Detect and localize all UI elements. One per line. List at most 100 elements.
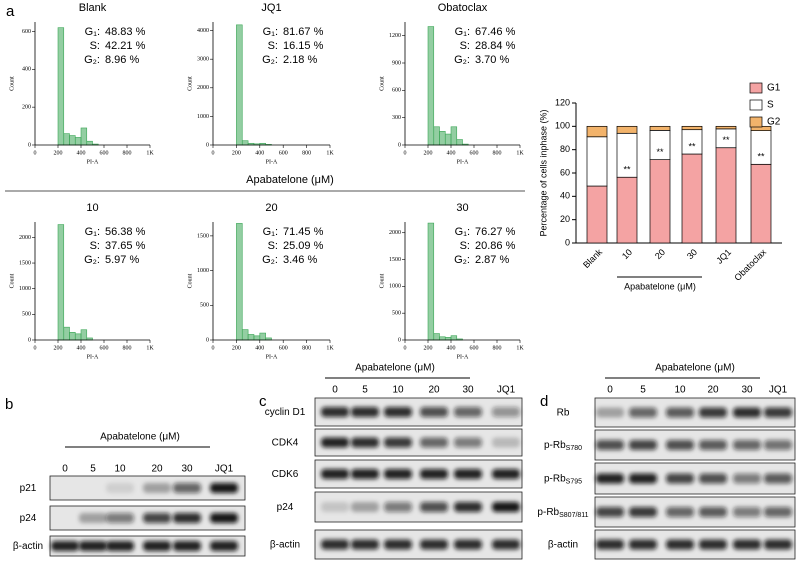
lane-label: 0 [332, 385, 338, 396]
blot-band [420, 437, 448, 448]
y-tick-label: 1500 [19, 260, 31, 266]
histogram-bar [439, 336, 446, 341]
stat-label: G₁: [85, 226, 100, 238]
blot-band [51, 541, 79, 551]
y-axis-label: Count [9, 76, 15, 91]
stat-value: 76.27 % [475, 226, 516, 238]
x-tick-label: 200 [232, 150, 241, 156]
stat-label: G₂: [262, 254, 278, 266]
x-tick-label: 600 [279, 345, 288, 351]
blot-band [699, 407, 727, 418]
blot-strip [314, 459, 523, 489]
plot-title: 30 [456, 202, 468, 214]
histogram-bar [450, 126, 458, 146]
blot-band [492, 407, 520, 417]
row-label-main: CDK6 [272, 469, 299, 480]
row-label-sub: S780 [566, 445, 582, 452]
y-tick-label: 40 [560, 191, 570, 201]
y-axis-label: Count [187, 273, 193, 288]
group-label: Apabatelone (μM) [246, 174, 334, 186]
stat-label: G₁: [455, 26, 470, 38]
lane-label: 20 [428, 385, 440, 396]
lane-label: 5 [640, 385, 646, 396]
x-tick-label: 800 [493, 150, 502, 156]
group-label: Apabatelone (μM) [624, 281, 696, 291]
stat-label: G₂: [84, 54, 100, 66]
blot-band [764, 473, 792, 484]
bar-segment [649, 125, 671, 131]
blot-band [454, 437, 482, 448]
row-label-main: CDK4 [272, 437, 299, 448]
blot-header: Apabatelone (μM) [655, 363, 735, 374]
y-tick-label: 1000 [19, 286, 31, 292]
blot-band [106, 483, 134, 493]
plot-title: Obatoclax [438, 2, 488, 14]
blot-strip [594, 496, 796, 528]
blot-band [321, 437, 349, 448]
blot-band [764, 539, 792, 550]
histogram-bar [236, 223, 243, 341]
x-tick-label: 600 [100, 345, 109, 351]
stat-label: G₂: [454, 254, 470, 266]
y-tick-label: 20 [560, 214, 570, 224]
stat-value: 25.09 % [283, 240, 324, 252]
row-label-main: β-actin [270, 539, 300, 550]
histogram-bar [433, 126, 440, 146]
x-tick-label: 200 [424, 150, 433, 156]
y-tick-label: 4000 [197, 28, 209, 34]
legend-swatch [749, 82, 763, 94]
blot-band [384, 539, 412, 550]
x-tick-label: 1K [146, 345, 154, 351]
row-label-main: p-Rb [537, 507, 559, 518]
blot-band [596, 539, 624, 550]
y-tick-label: 1000 [197, 268, 209, 274]
x-tick-label: 400 [255, 345, 264, 351]
stat-value: 81.67 % [283, 26, 324, 38]
stat-value: 71.45 % [283, 226, 324, 238]
blot-band [492, 437, 520, 448]
y-tick-label: 500 [200, 303, 209, 309]
row-label: cyclin D1 [265, 407, 306, 418]
blot-band [210, 483, 238, 493]
row-label: p-RbS780 [544, 440, 582, 452]
y-tick-label: 2000 [389, 230, 401, 236]
y-tick-label: 1000 [197, 114, 209, 120]
histogram-bar [69, 332, 76, 341]
blot-band [596, 473, 624, 484]
significance-label: ** [722, 135, 730, 145]
y-tick-label: 0 [28, 337, 31, 343]
y-axis-label: Count [9, 273, 15, 288]
blot-band [699, 440, 727, 450]
blot-band [79, 513, 107, 523]
blot-strip [594, 462, 796, 495]
blot-band [321, 407, 349, 417]
row-label: p24 [277, 502, 294, 513]
y-tick-label: 120 [555, 97, 570, 107]
blot-band [321, 469, 349, 479]
lane-label: 30 [462, 385, 474, 396]
legend-label: S [767, 100, 774, 111]
panel-label: c [259, 393, 267, 410]
blot-band [666, 440, 694, 450]
stat-value: 3.46 % [283, 254, 317, 266]
histogram-bar [247, 334, 255, 341]
x-tick-label: 200 [424, 345, 433, 351]
significance-label: ** [623, 165, 631, 175]
stat-value: 42.21 % [105, 40, 146, 52]
row-label: Rb [557, 407, 570, 418]
y-tick-label: 2000 [197, 85, 209, 91]
histogram-bar [63, 326, 70, 341]
row-label: CDK6 [272, 469, 299, 480]
x-axis-label: PI-A [457, 159, 469, 165]
bar-segment [715, 125, 737, 130]
x-tick-label: 1K [516, 150, 524, 156]
stat-label: S: [268, 240, 278, 252]
row-label-main: p21 [20, 483, 37, 494]
row-label-main: p24 [277, 502, 294, 513]
row-label-main: p-Rb [544, 440, 566, 451]
y-tick-label: 3000 [197, 57, 209, 63]
significance-label: ** [688, 141, 696, 151]
stat-label: S: [268, 40, 278, 52]
blot-band [764, 407, 792, 418]
lane-label: 10 [392, 385, 404, 396]
